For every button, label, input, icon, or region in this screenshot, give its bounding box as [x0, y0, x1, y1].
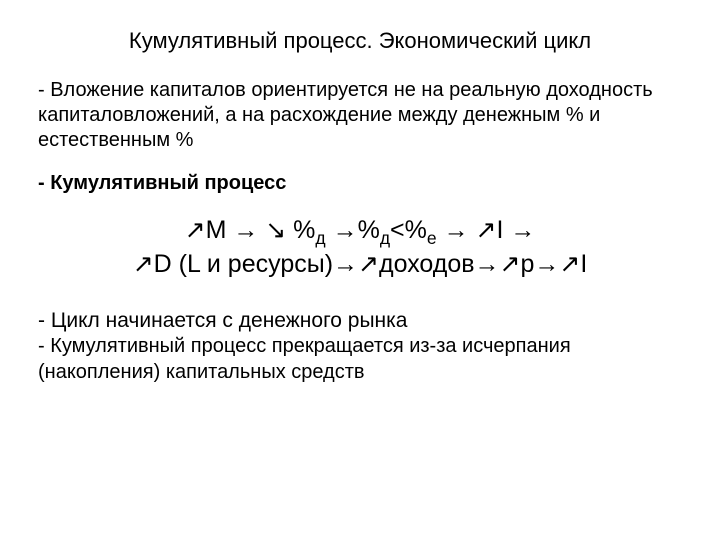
- formula-block: ↗M → ↘ %д →%д<%е → ↗I → ↗D (L и ресурсы)…: [38, 214, 682, 282]
- bullet-marker: -: [38, 79, 50, 101]
- slide-container: Кумулятивный процесс. Экономический цикл…: [0, 0, 720, 540]
- formula-l1-p1: ↗M → ↘ %: [185, 216, 316, 244]
- formula-l1-p4: → ↗I →: [437, 216, 536, 244]
- formula-l1-p2: →%: [326, 216, 380, 244]
- process-heading: - Кумулятивный процесс: [38, 171, 682, 196]
- formula-line-1: ↗M → ↘ %д →%д<%е → ↗I →: [38, 214, 682, 248]
- closing-line-2: - Кумулятивный процесс прекращается из-з…: [38, 334, 682, 385]
- slide-title: Кумулятивный процесс. Экономический цикл: [38, 28, 682, 54]
- intro-text: Вложение капиталов ориентируется не на р…: [38, 79, 653, 151]
- closing-bullets: - Цикл начинается с денежного рынка - Ку…: [38, 308, 682, 386]
- intro-paragraph: - Вложение капиталов ориентируется не на…: [38, 78, 682, 153]
- formula-l1-p3: <%: [390, 216, 427, 244]
- formula-l1-sub2: д: [380, 228, 390, 248]
- formula-line-2: ↗D (L и ресурсы)→↗доходов→↗р→↗I: [38, 248, 682, 282]
- closing-line-1: - Цикл начинается с денежного рынка: [38, 308, 682, 335]
- formula-l1-sub3: е: [427, 228, 437, 248]
- formula-l1-sub1: д: [315, 228, 325, 248]
